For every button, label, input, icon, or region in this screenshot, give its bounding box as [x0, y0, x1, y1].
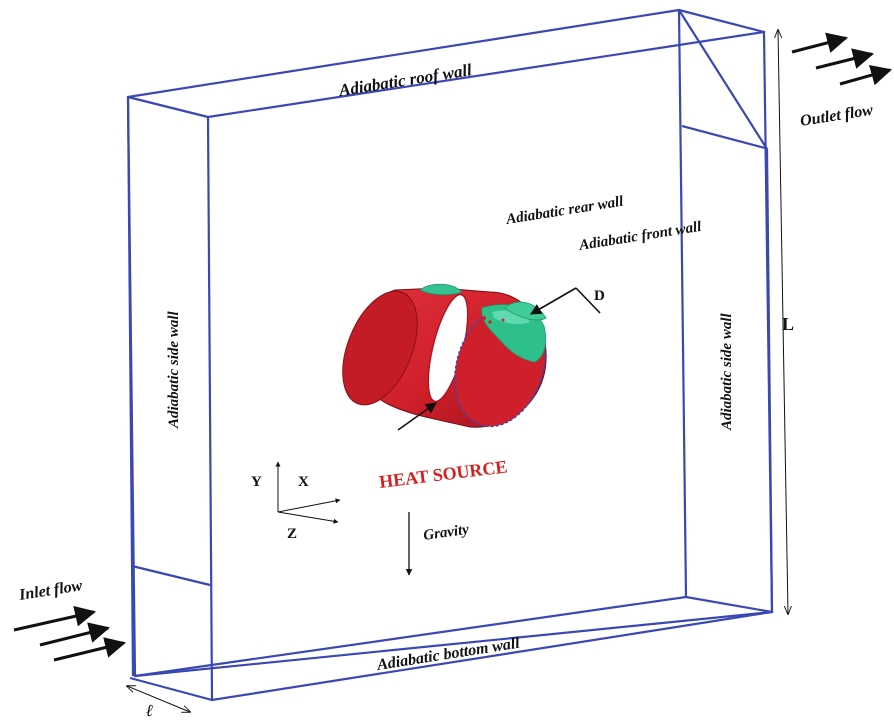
depth-dimension-arrow	[127, 686, 190, 712]
edge-top-right	[678, 8, 765, 34]
patch-dot	[501, 318, 505, 322]
inlet-arrow	[39, 622, 111, 647]
heat-source-label: HEAT SOURCE	[378, 456, 508, 492]
outlet-arrow	[815, 48, 875, 70]
inlet-section-line	[131, 564, 211, 587]
roof-wall-label: Adiabatic roof wall	[337, 60, 474, 100]
rear-right-vertical	[677, 9, 688, 598]
z-axis-arrow	[277, 511, 339, 524]
inlet-flow-arrows	[13, 605, 127, 662]
channel-box	[126, 8, 774, 702]
coordinate-triad	[275, 461, 341, 524]
y-axis-label: Y	[251, 474, 262, 490]
diameter-pointer-upper	[530, 287, 577, 315]
outlet-flow-arrows	[791, 32, 893, 86]
length-label: L	[782, 314, 794, 334]
outlet-flow-label: Outlet flow	[799, 102, 874, 130]
inlet-arrow	[53, 637, 127, 662]
edge-top-left	[127, 95, 209, 119]
patch-dot	[482, 316, 486, 320]
patch-dot	[488, 320, 492, 324]
rear-bottom-edge	[134, 595, 687, 678]
rear-wall-label: Adiabatic rear wall	[504, 194, 625, 229]
edge-bottom-left	[129, 676, 213, 702]
x-axis-arrow	[277, 498, 341, 513]
z-axis-label: Z	[287, 526, 297, 542]
gravity-label: Gravity	[422, 522, 470, 544]
diameter-bracket	[575, 287, 601, 314]
inlet-flow-label: Inlet flow	[17, 577, 84, 604]
temperature-patch-rim	[504, 301, 547, 321]
diameter-indicator	[397, 287, 601, 431]
outlet-section-line	[681, 124, 766, 150]
diameter-pointer-lower	[397, 402, 437, 431]
right-side-wall-label: Adiabatic side wall	[719, 313, 735, 432]
cylinder-back-rim	[342, 290, 418, 406]
rear-left-vertical	[126, 96, 135, 677]
temperature-patch-front-core	[492, 310, 530, 325]
outlet-arrow	[839, 64, 893, 86]
outlet-arrow	[791, 32, 849, 54]
depth-label: ℓ	[146, 701, 153, 720]
x-axis-label: X	[298, 474, 309, 490]
length-dimension-arrow	[778, 30, 788, 614]
heat-source-cylinder	[342, 283, 547, 428]
temperature-patch-top	[419, 283, 463, 296]
left-side-wall-label: Adiabatic side wall	[166, 311, 182, 430]
bottom-wall-label: Adiabatic bottom wall	[375, 635, 521, 675]
front-wall-label: Adiabatic front wall	[577, 219, 703, 254]
inlet-arrow	[13, 605, 97, 632]
diameter-label: D	[594, 288, 605, 304]
bottom-outlet-line	[685, 595, 773, 614]
